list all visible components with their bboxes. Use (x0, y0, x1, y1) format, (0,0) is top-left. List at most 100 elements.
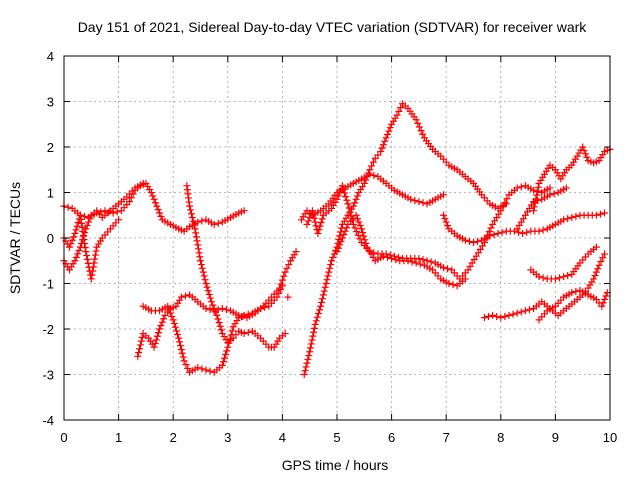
data-point (152, 336, 160, 344)
data-point (386, 124, 394, 132)
data-point (303, 220, 311, 228)
data-point (219, 358, 227, 366)
data-point (316, 222, 324, 230)
data-point (195, 249, 203, 257)
x-tick-label: 7 (443, 430, 450, 445)
data-point (194, 364, 202, 372)
data-point (113, 208, 121, 216)
series-3 (60, 211, 123, 283)
data-point (384, 253, 392, 261)
y-tick-label: 2 (47, 140, 54, 155)
data-point (360, 179, 368, 187)
data-point (314, 229, 322, 237)
series-6 (183, 182, 289, 351)
data-point (486, 232, 494, 240)
data-point (176, 338, 184, 346)
data-point (192, 233, 200, 241)
data-point (300, 371, 308, 378)
data-point (198, 264, 206, 272)
data-point (244, 328, 252, 336)
data-point (68, 236, 76, 244)
data-point (385, 127, 393, 135)
data-point (91, 251, 99, 259)
data-point (513, 184, 521, 192)
data-point (419, 256, 427, 264)
data-point (192, 229, 200, 237)
data-point (353, 215, 361, 223)
data-point (601, 295, 609, 303)
y-tick-label: 1 (47, 186, 54, 201)
data-point (177, 293, 185, 301)
data-point (156, 209, 164, 217)
data-point (202, 366, 210, 374)
data-point (490, 231, 498, 239)
data-point (439, 264, 447, 272)
data-point (323, 276, 331, 284)
x-tick-label: 10 (603, 430, 617, 445)
data-point (595, 261, 603, 269)
data-point (216, 322, 224, 330)
data-point (281, 268, 289, 276)
data-point (188, 214, 196, 222)
x-axis-label: GPS time / hours (282, 457, 389, 473)
data-point (72, 226, 80, 234)
data-point (411, 196, 419, 204)
data-point (338, 234, 346, 242)
data-point (423, 257, 431, 265)
data-point (200, 272, 208, 280)
data-point (509, 310, 517, 318)
data-point (487, 224, 495, 232)
data-point (358, 225, 366, 233)
data-point (550, 190, 558, 198)
data-point (461, 236, 469, 244)
data-point (194, 245, 202, 253)
data-point (560, 216, 568, 224)
data-point (171, 323, 179, 331)
data-point (136, 341, 144, 349)
x-tick-label: 2 (170, 430, 177, 445)
data-point (83, 255, 91, 263)
data-point (592, 211, 600, 219)
data-point (275, 289, 283, 297)
data-point (320, 287, 328, 295)
data-point (341, 227, 349, 235)
data-point (312, 317, 320, 325)
data-point (333, 248, 341, 256)
x-tick-label: 4 (279, 430, 286, 445)
data-point (392, 256, 400, 264)
data-point (513, 309, 521, 317)
y-tick-label: -1 (42, 277, 54, 292)
data-point (497, 314, 505, 322)
data-point (292, 248, 300, 256)
data-point (206, 294, 214, 302)
series-14 (527, 243, 600, 283)
data-point (530, 207, 538, 215)
data-point (240, 311, 248, 319)
data-point (378, 144, 386, 152)
data-point (77, 215, 85, 223)
y-tick-label: -2 (42, 322, 54, 337)
data-point (308, 336, 316, 344)
y-tick-label: -4 (42, 413, 54, 428)
data-point (257, 305, 265, 313)
data-point (568, 214, 576, 222)
data-point (212, 308, 220, 316)
data-point (334, 244, 342, 252)
data-point (170, 320, 178, 328)
data-point (493, 312, 501, 320)
data-point (517, 183, 525, 191)
data-point (535, 273, 543, 281)
data-point (539, 226, 547, 234)
data-point (474, 237, 482, 245)
data-point (404, 257, 412, 265)
data-point (329, 253, 337, 261)
data-point (368, 162, 376, 170)
data-point (359, 229, 367, 237)
data-point (84, 259, 92, 267)
data-point (336, 241, 344, 249)
data-point (564, 272, 572, 280)
data-point (179, 353, 187, 361)
data-point (151, 199, 159, 207)
data-point (562, 184, 570, 192)
data-point (280, 272, 288, 280)
